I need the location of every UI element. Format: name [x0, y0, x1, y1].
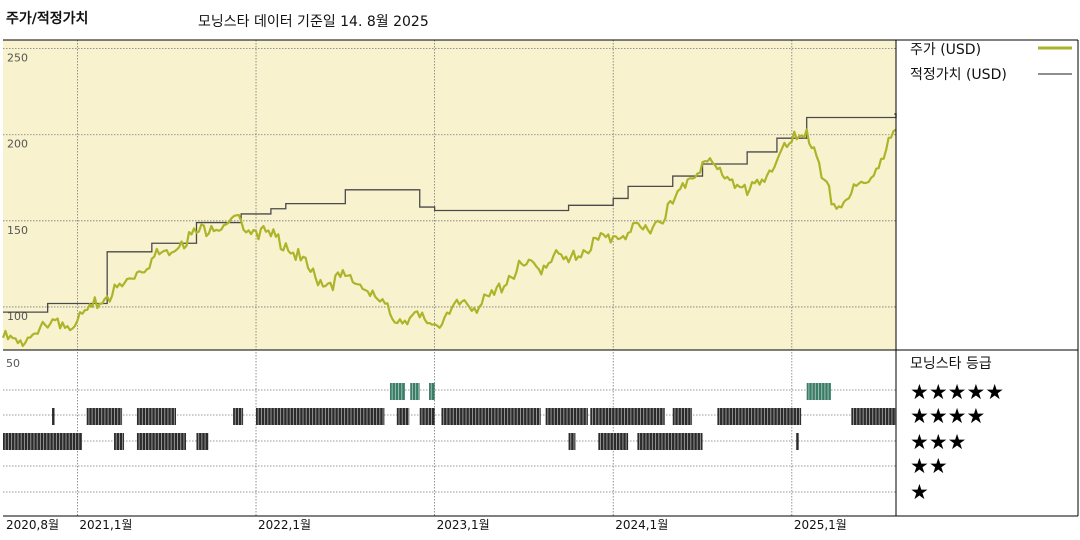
rating-label-4-stars: ★★★★: [910, 404, 985, 428]
rating-bar-4-star-0: [52, 408, 55, 425]
rating-bar-fill: [52, 408, 55, 425]
x-tick-label-3: 2023,1월: [437, 518, 490, 532]
price-line: [1, 128, 897, 348]
rating-bar-fill: [396, 408, 410, 425]
rating-bar-4-star-3: [233, 408, 244, 425]
rating-bar-4-star-7: [441, 408, 541, 425]
rating-bar-5-star-3: [806, 383, 831, 400]
rating-bar-4-star-9: [590, 408, 665, 425]
rating-bar-fill: [851, 408, 896, 425]
rating-bar-4-star-11: [717, 408, 802, 425]
rating-label-3-stars: ★★★: [910, 430, 966, 454]
rating-bar-4-star-4: [256, 408, 385, 425]
ratings-y-tick-label: 50: [6, 357, 20, 370]
rating-bar-3-star-7: [796, 433, 799, 450]
ratings-bars: [3, 383, 896, 450]
y-tick-label-150: 150: [7, 224, 28, 237]
rating-bar-fill: [637, 433, 703, 450]
legend-label-price: 주가 (USD): [910, 42, 981, 58]
rating-bar-4-star-6: [419, 408, 435, 425]
rating-bar-fill: [389, 383, 405, 400]
rating-bar-fill: [419, 408, 435, 425]
rating-bar-4-star-1: [86, 408, 123, 425]
rating-bar-3-star-6: [637, 433, 703, 450]
rating-bar-3-star-1: [114, 433, 125, 450]
rating-bar-fill: [672, 408, 693, 425]
rating-label-5-stars: ★★★★★: [910, 380, 1004, 404]
plot-background: [3, 40, 896, 350]
rating-bar-fill: [410, 383, 420, 400]
rating-bar-4-star-12: [851, 408, 896, 425]
y-tick-label-250: 250: [7, 52, 28, 65]
rating-bar-fill: [136, 408, 177, 425]
chart-frame: [3, 39, 1079, 517]
rating-label-1-star: ★: [910, 480, 929, 504]
x-axis-ticks: 2020,8월 2021,1월 2022,1월 2023,1월 2024,1월 2025,…: [6, 518, 847, 532]
x-tick-label-2: 2022,1월: [258, 518, 311, 532]
rating-bar-fill: [429, 383, 435, 400]
y-axis-ticks: 100 150 200 250: [7, 52, 28, 323]
y-tick-label-200: 200: [7, 138, 28, 151]
rating-bar-3-star-4: [568, 433, 576, 450]
x-tick-label-4: 2024,1월: [615, 518, 668, 532]
rating-label-2-stars: ★★: [910, 454, 948, 478]
rating-bar-5-star-1: [410, 383, 420, 400]
series-lines: [1, 113, 897, 348]
x-tick-label-5: 2025,1월: [794, 518, 847, 532]
rating-bar-fill: [717, 408, 802, 425]
chart-title: 주가/적정가치: [6, 11, 89, 27]
rating-bar-4-star-5: [396, 408, 410, 425]
rating-bar-fill: [256, 408, 385, 425]
rating-bar-3-star-0: [3, 433, 82, 450]
legend: 주가 (USD) 적정가치 (USD): [910, 42, 1072, 83]
rating-bar-3-star-3: [196, 433, 209, 450]
rating-bar-fill: [796, 433, 799, 450]
rating-bar-5-star-0: [389, 383, 405, 400]
rating-bar-fill: [3, 433, 82, 450]
rating-bar-fill: [568, 433, 576, 450]
x-tick-label-0: 2020,8월: [6, 518, 59, 532]
y-tick-label-100: 100: [7, 310, 28, 323]
fair-value-line: [3, 113, 897, 313]
x-tick-label-1: 2021,1월: [79, 518, 132, 532]
rating-bar-4-star-2: [136, 408, 177, 425]
rating-bar-4-star-8: [545, 408, 588, 425]
legend-label-fair-value: 적정가치 (USD): [910, 67, 1007, 83]
rating-bar-fill: [196, 433, 209, 450]
rating-bar-3-star-5: [598, 433, 629, 450]
ratings-panel-title: 모닝스타 등급: [910, 356, 992, 372]
rating-bar-3-star-2: [136, 433, 187, 450]
rating-bar-4-star-10: [672, 408, 693, 425]
data-date-subtitle: 모닝스타 데이터 기준일 14. 8월 2025: [198, 14, 429, 30]
rating-bar-5-star-2: [429, 383, 435, 400]
